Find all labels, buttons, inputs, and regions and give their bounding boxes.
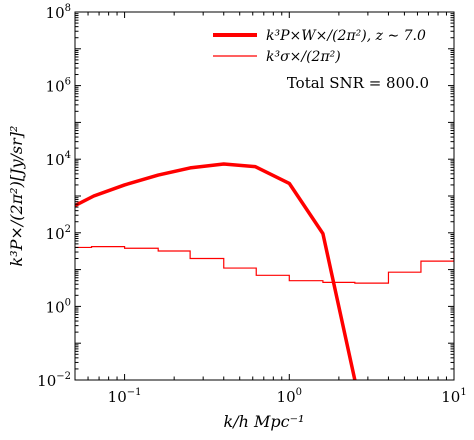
y-tick-label: 104 (46, 150, 71, 169)
plot-frame (74, 11, 455, 381)
legend-label-series-1: k³P×W×/(2π²), z ∼ 7.0 (266, 28, 426, 44)
y-tick-label: 108 (46, 3, 71, 22)
x-axis-label: k/h Mpc⁻¹ (224, 412, 305, 431)
snr-annotation: Total SNR = 800.0 (287, 74, 429, 92)
series-layer (75, 162, 454, 380)
series-1-line (75, 162, 357, 380)
x-tick-label: 100 (277, 387, 302, 406)
ticks-layer (74, 11, 455, 381)
tick-labels-layer: 10−1 100 101 10−2 100 102 104 106 108 (37, 3, 467, 406)
y-tick-label: 100 (46, 297, 71, 316)
y-tick-label: 106 (46, 77, 71, 96)
legend: k³P×W×/(2π²), z ∼ 7.0 k³σ×/(2π²) (213, 28, 426, 65)
y-axis-label: k³P×/(2π²)[Jy/sr]² (7, 126, 26, 267)
legend-label-series-2: k³σ×/(2π²) (266, 49, 341, 65)
y-tick-label: 10−2 (37, 371, 71, 390)
x-tick-label: 10−1 (108, 387, 142, 406)
y-tick-label: 102 (46, 224, 71, 243)
series-2-step (75, 246, 454, 284)
x-tick-label: 101 (441, 387, 466, 406)
